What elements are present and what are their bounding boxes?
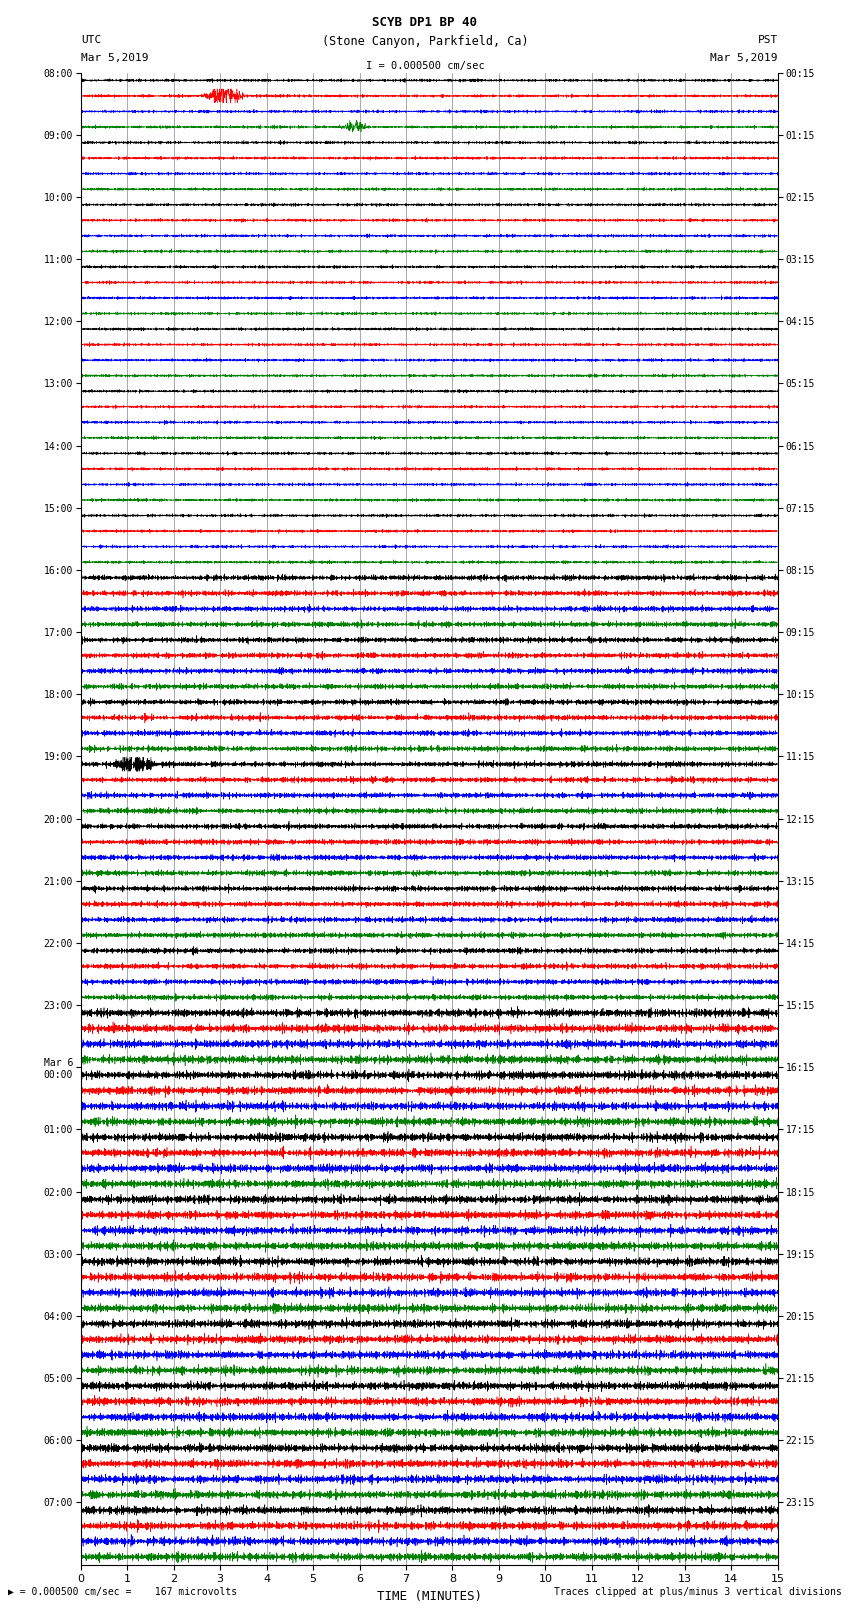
Text: PST: PST (757, 35, 778, 45)
Text: I = 0.000500 cm/sec: I = 0.000500 cm/sec (366, 61, 484, 71)
Text: Traces clipped at plus/minus 3 vertical divisions: Traces clipped at plus/minus 3 vertical … (553, 1587, 842, 1597)
Text: Mar 5,2019: Mar 5,2019 (81, 53, 148, 63)
Text: (Stone Canyon, Parkfield, Ca): (Stone Canyon, Parkfield, Ca) (321, 35, 529, 48)
Text: ▶ = 0.000500 cm/sec =    167 microvolts: ▶ = 0.000500 cm/sec = 167 microvolts (8, 1587, 238, 1597)
Text: Mar 5,2019: Mar 5,2019 (711, 53, 778, 63)
X-axis label: TIME (MINUTES): TIME (MINUTES) (377, 1590, 482, 1603)
Text: SCYB DP1 BP 40: SCYB DP1 BP 40 (372, 16, 478, 29)
Text: UTC: UTC (81, 35, 101, 45)
